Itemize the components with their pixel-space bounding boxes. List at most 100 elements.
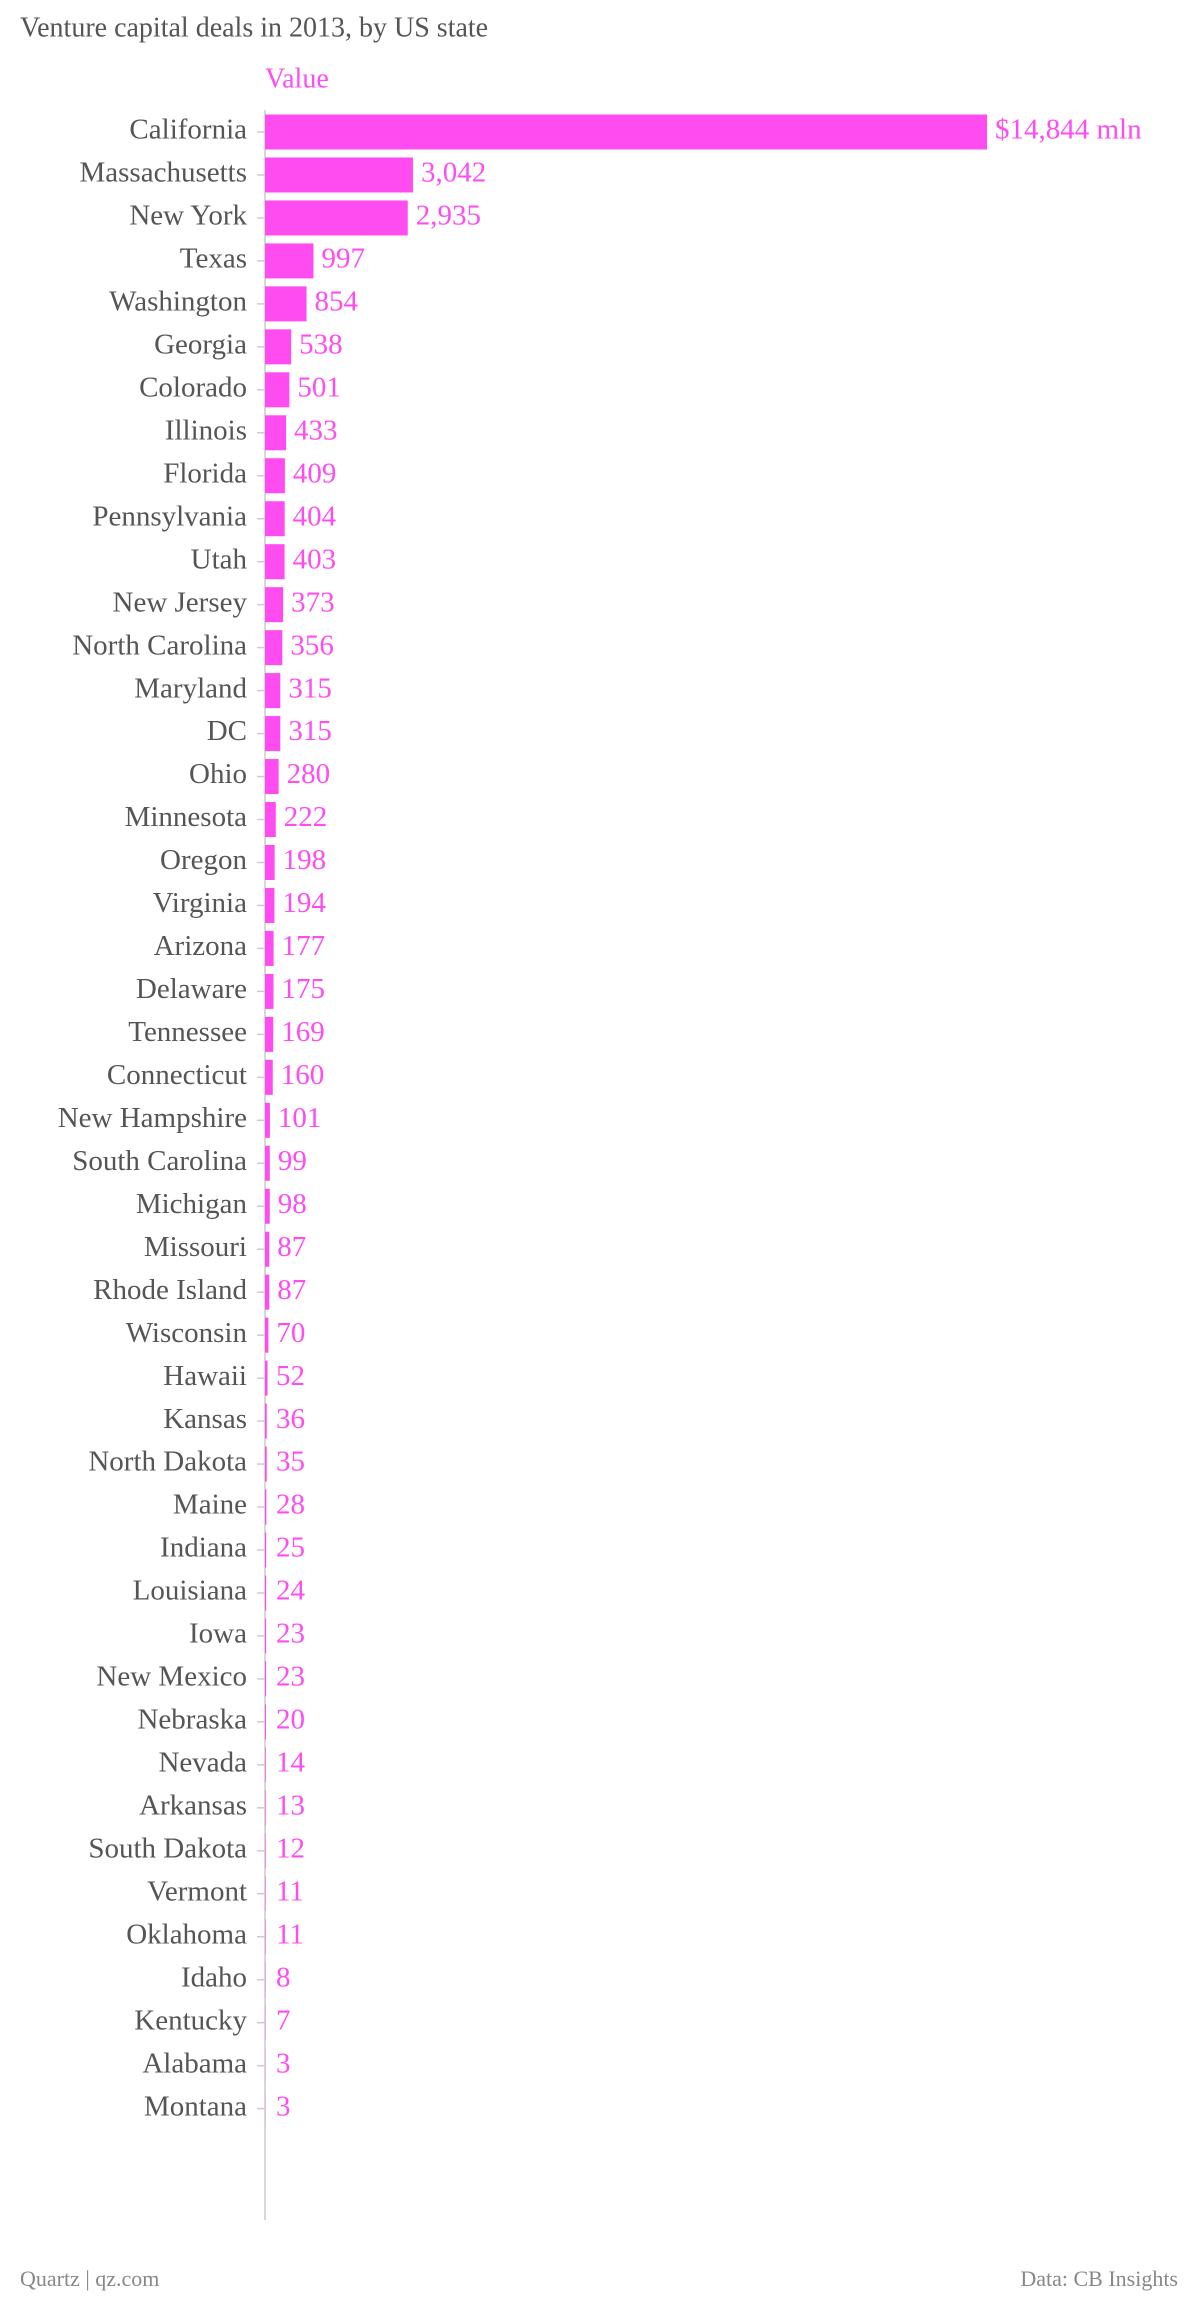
- category-label: Idaho: [181, 1961, 247, 1993]
- value-label: 409: [293, 457, 337, 489]
- bar: [265, 1833, 266, 1869]
- category-label: DC: [207, 715, 247, 747]
- value-label: 70: [276, 1317, 305, 1349]
- value-label: 14: [276, 1747, 306, 1779]
- value-label: 3: [276, 2090, 291, 2122]
- bar: [265, 1016, 274, 1052]
- category-label: Washington: [109, 286, 247, 318]
- category-label: Tennessee: [128, 1016, 247, 1048]
- category-label: Iowa: [189, 1618, 247, 1650]
- category-label: Hawaii: [163, 1360, 247, 1392]
- category-label: Montana: [144, 2090, 247, 2122]
- value-label: 356: [290, 629, 334, 661]
- value-label: 87: [277, 1274, 306, 1306]
- category-label: North Carolina: [72, 629, 247, 661]
- value-label: 52: [276, 1360, 305, 1392]
- category-label: Utah: [191, 543, 248, 575]
- bar: [265, 587, 284, 623]
- category-label: Connecticut: [107, 1059, 247, 1091]
- source-right: Data: CB Insights: [1020, 2266, 1178, 2291]
- value-label: 175: [282, 973, 326, 1005]
- bar: [265, 1919, 266, 1955]
- bar: [265, 802, 276, 838]
- bar: [265, 844, 275, 880]
- value-label: 433: [294, 414, 338, 446]
- value-label: 315: [288, 672, 332, 704]
- bar: [265, 1876, 266, 1912]
- value-label: 198: [283, 844, 327, 876]
- value-label: 23: [276, 1618, 305, 1650]
- value-label: 2,935: [416, 200, 481, 232]
- bar: [265, 673, 281, 709]
- value-label: 315: [288, 715, 332, 747]
- category-label: Arkansas: [139, 1789, 247, 1821]
- category-label: Maine: [173, 1489, 247, 1521]
- bar: [265, 1360, 268, 1396]
- category-label: New York: [129, 200, 247, 232]
- value-label: 20: [276, 1704, 305, 1736]
- category-label: Illinois: [165, 414, 247, 446]
- chart-title: Venture capital deals in 2013, by US sta…: [20, 12, 488, 43]
- category-label: New Mexico: [96, 1661, 247, 1693]
- category-label: Delaware: [136, 973, 247, 1005]
- category-label: Colorado: [139, 371, 247, 403]
- category-label: Maryland: [134, 672, 247, 704]
- category-label: Massachusetts: [79, 157, 247, 189]
- value-label: 854: [315, 286, 359, 318]
- bar: [265, 200, 408, 236]
- bar: [265, 544, 285, 580]
- category-label: Minnesota: [125, 801, 248, 833]
- bar: [265, 759, 279, 795]
- bar: [265, 930, 274, 966]
- value-label: 24: [276, 1575, 306, 1607]
- value-label: 538: [299, 329, 343, 361]
- bar: [265, 1446, 267, 1482]
- value-label: 194: [282, 887, 326, 919]
- value-label: 3,042: [421, 157, 486, 189]
- bar: [265, 630, 283, 666]
- category-label: Louisiana: [133, 1575, 247, 1607]
- value-label: 403: [293, 543, 337, 575]
- value-label: 36: [276, 1403, 305, 1435]
- category-label: Florida: [163, 457, 247, 489]
- category-label: Michigan: [136, 1188, 248, 1220]
- category-label: Wisconsin: [126, 1317, 248, 1349]
- value-label: 169: [281, 1016, 325, 1048]
- value-label: 12: [276, 1832, 305, 1864]
- value-label: 404: [293, 500, 337, 532]
- bar: [265, 1145, 270, 1181]
- bar: [265, 1575, 267, 1611]
- value-label: 3: [276, 2047, 291, 2079]
- bar: [265, 458, 285, 494]
- value-label: 99: [278, 1145, 307, 1177]
- category-label: South Carolina: [72, 1145, 247, 1177]
- value-label: 13: [276, 1789, 305, 1821]
- bar: [265, 1102, 270, 1138]
- bar: [265, 415, 287, 451]
- value-label: 177: [282, 930, 326, 962]
- bar: [265, 243, 314, 279]
- category-label: Vermont: [147, 1875, 247, 1907]
- bar: [265, 1661, 267, 1697]
- value-label: 87: [277, 1231, 306, 1263]
- category-label: Oregon: [160, 844, 247, 876]
- category-label: South Dakota: [88, 1832, 247, 1864]
- value-label: 25: [276, 1532, 305, 1564]
- category-label: Pennsylvania: [92, 500, 247, 532]
- bar: [265, 1704, 266, 1740]
- value-label: 35: [276, 1446, 305, 1478]
- bar: [265, 973, 274, 1009]
- category-label: North Dakota: [88, 1446, 247, 1478]
- category-label: Ohio: [189, 758, 247, 790]
- value-label: 501: [297, 371, 341, 403]
- bar: [265, 157, 413, 193]
- category-label: New Hampshire: [58, 1102, 247, 1134]
- bar: [265, 1274, 270, 1310]
- source-left: Quartz | qz.com: [20, 2266, 159, 2291]
- bar: [265, 1618, 267, 1654]
- category-label: Virginia: [153, 887, 248, 919]
- category-label: Oklahoma: [126, 1918, 247, 1950]
- value-label: 160: [281, 1059, 325, 1091]
